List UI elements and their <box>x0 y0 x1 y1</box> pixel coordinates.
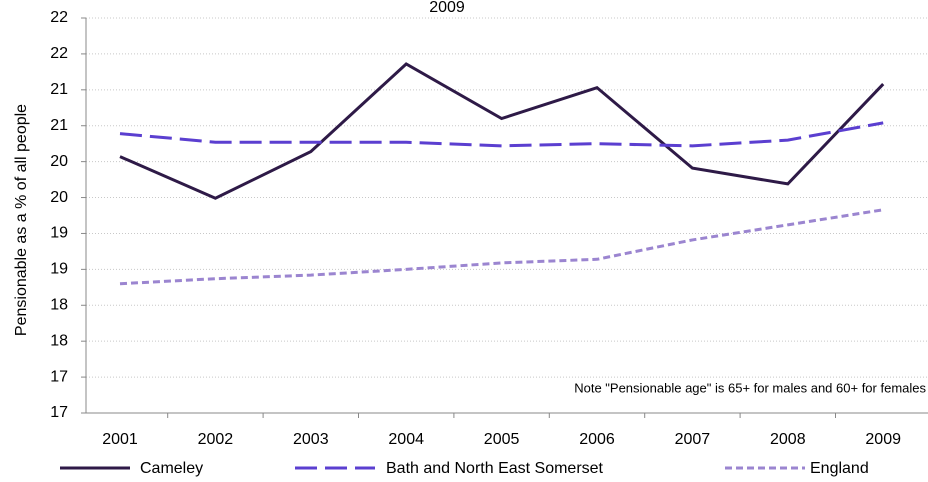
y-tick-label: 19 <box>50 261 68 278</box>
x-tick-label: 2003 <box>293 431 329 448</box>
series-line <box>119 208 884 286</box>
y-tick-label: 17 <box>50 368 68 385</box>
y-tick-label: 22 <box>50 45 68 62</box>
x-tick-label: 2002 <box>198 431 234 448</box>
annotation: Note "Pensionable age" is 65+ for males … <box>574 380 926 395</box>
series-line <box>119 62 885 200</box>
y-tick-label: 19 <box>50 225 68 242</box>
y-axis-label: Pensionable as a % of all people <box>13 104 30 336</box>
series-line <box>119 121 884 148</box>
y-tick-label: 20 <box>50 153 68 170</box>
y-tick-label: 21 <box>50 117 68 134</box>
x-tick-label: 2005 <box>484 431 520 448</box>
legend-label: Cameley <box>140 460 203 477</box>
y-tick-label: 22 <box>50 9 68 26</box>
x-tick-label: 2007 <box>675 431 711 448</box>
x-tick-label: 2006 <box>579 431 615 448</box>
legend-label: Bath and North East Somerset <box>386 460 604 477</box>
x-tick-label: 2009 <box>865 431 901 448</box>
x-tick-label: 2001 <box>102 431 138 448</box>
y-tick-label: 18 <box>50 296 68 313</box>
chart-title: 2009 <box>429 0 465 16</box>
x-tick-label: 2008 <box>770 431 806 448</box>
y-tick-label: 21 <box>50 81 68 98</box>
x-tick-label: 2004 <box>388 431 424 448</box>
y-tick-label: 18 <box>50 332 68 349</box>
legend-label: England <box>810 460 869 477</box>
y-tick-label: 17 <box>50 404 68 421</box>
y-tick-label: 20 <box>50 189 68 206</box>
